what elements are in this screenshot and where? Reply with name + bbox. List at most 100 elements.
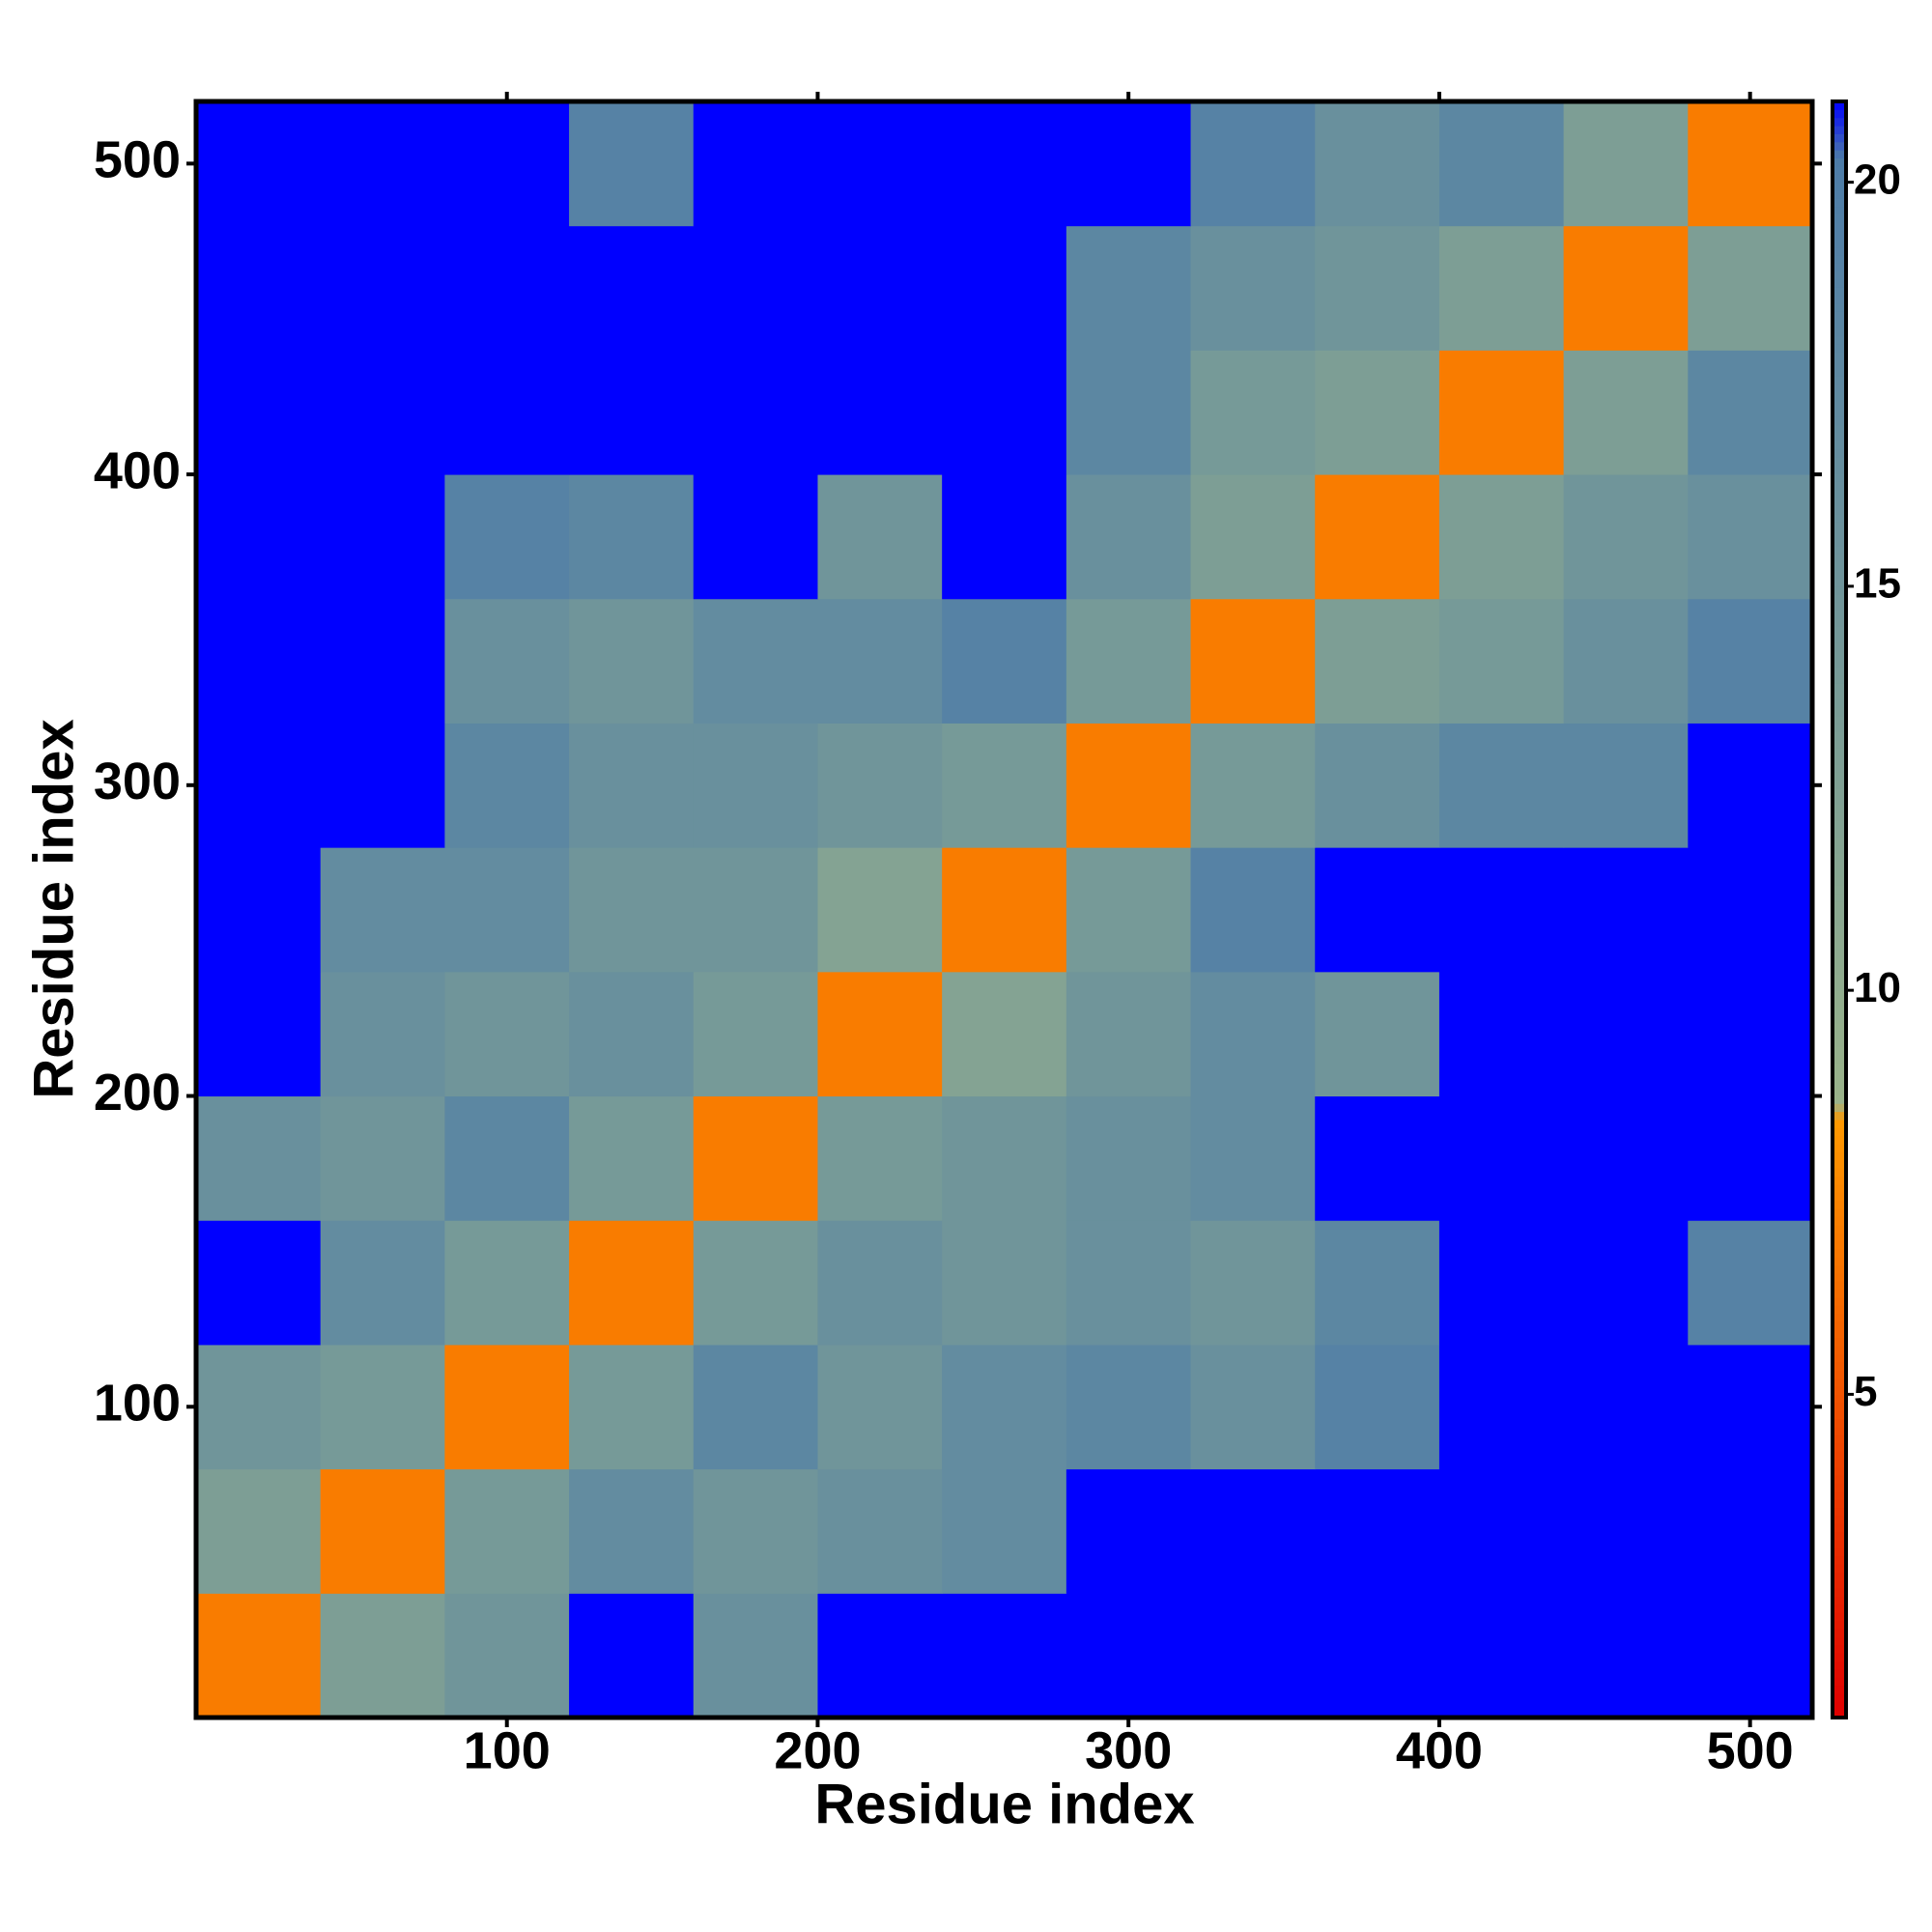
heatmap-cell [942,723,1067,848]
heatmap-cell [196,101,322,227]
colorbar-segment [1833,917,1846,926]
heatmap-cell [569,101,695,227]
colorbar-segment [1833,1038,1846,1048]
colorbar-segment [1833,933,1846,943]
colorbar-segment [1833,1248,1846,1258]
colorbar-segment [1833,1313,1846,1322]
colorbar-segment [1833,1677,1846,1687]
colorbar-segment [1833,489,1846,498]
heatmap-cell [693,847,818,973]
colorbar-segment [1833,263,1846,272]
colorbar-segment [1833,763,1846,773]
colorbar-segment [1833,1087,1846,1096]
heatmap-cell [817,1220,943,1346]
x-tick-label: 100 [464,1721,551,1779]
colorbar-segment [1833,1361,1846,1371]
heatmap-cell [693,474,818,600]
colorbar-segment [1833,270,1846,280]
y-axis-label: Residue index [22,719,85,1098]
colorbar-segment [1833,909,1846,919]
colorbar-segment [1833,1628,1846,1637]
heatmap-cell [1563,1593,1689,1719]
heatmap-cell [196,1468,322,1594]
heatmap-cell [569,350,695,475]
heatmap-cell [1065,1344,1192,1470]
heatmap-cell [1688,723,1813,848]
colorbar-segment [1833,150,1846,159]
heatmap-cell [320,474,445,600]
colorbar-segment [1833,1200,1846,1209]
heatmap-cell [569,474,695,600]
heatmap-cell [1438,971,1565,1097]
heatmap-cell [320,971,445,1097]
heatmap-cell [1563,101,1689,227]
colorbar-segment [1833,772,1846,781]
heatmap-cell [1065,1468,1192,1594]
colorbar-segment [1833,788,1846,797]
heatmap-cell [444,1220,570,1346]
colorbar-segment [1833,141,1846,151]
colorbar-segment [1833,335,1846,345]
colorbar-segment [1833,303,1846,312]
colorbar-segment [1833,1692,1846,1702]
heatmap-cell [196,598,322,724]
heatmap-cell [1190,1095,1316,1221]
heatmap-cell [1190,101,1316,227]
heatmap-cell [1438,1468,1565,1594]
y-tick-label: 400 [94,441,181,499]
colorbar-segment [1833,1685,1846,1694]
heatmap-cell [320,598,445,724]
heatmap-cell [1315,598,1440,724]
colorbar-segment [1833,659,1846,668]
colorbar-segment [1833,1022,1846,1032]
heatmap-cell [1315,101,1440,227]
heatmap-cell [1563,474,1689,600]
colorbar-segment [1833,804,1846,813]
colorbar-segment [1833,699,1846,708]
colorbar-segment [1833,448,1846,458]
heatmap-cell [1563,723,1689,848]
colorbar-segment [1833,1183,1846,1193]
heatmap-cell [817,1468,943,1594]
colorbar-segment [1833,1402,1846,1411]
heatmap-cell [942,474,1067,600]
heatmap-cell [320,1220,445,1346]
colorbar-segment [1833,796,1846,806]
colorbar-segment [1833,246,1846,256]
heatmap-cell [1065,598,1192,724]
colorbar-segment [1833,352,1846,361]
heatmap-cell [1563,350,1689,475]
colorbar-segment [1833,1151,1846,1161]
colorbar-segment [1833,901,1846,910]
heatmap-cell [196,1220,322,1346]
colorbar-segment [1833,109,1846,119]
colorbar-segment [1833,424,1846,434]
colorbar-tick-label: 20 [1854,156,1901,203]
colorbar-segment [1833,635,1846,643]
colorbar-segment [1833,1014,1846,1024]
heatmap-cell [1438,1095,1565,1221]
colorbar-segment [1833,877,1846,886]
colorbar-segment [1833,1572,1846,1581]
colorbar-segment [1833,755,1846,765]
heatmap-cell [320,1593,445,1719]
heatmap-cell [693,1095,818,1221]
heatmap-cell [1438,350,1565,475]
colorbar-segment [1833,279,1846,288]
heatmap-cell [1563,1095,1689,1221]
colorbar-segment [1833,1264,1846,1274]
heatmap-cell [1065,1220,1192,1346]
colorbar-segment [1833,1555,1846,1565]
colorbar-segment [1833,715,1846,724]
colorbar-segment [1833,642,1846,652]
colorbar-segment [1833,1709,1846,1719]
x-axis-label: Residue index [814,1773,1194,1835]
colorbar-segment [1833,1176,1846,1185]
x-tick-label: 200 [774,1721,861,1779]
heatmap-cell [320,1095,445,1221]
colorbar-segment [1833,384,1846,393]
colorbar-segment [1833,311,1846,321]
heatmap-cell [1190,1344,1316,1470]
heatmap-cell [196,1095,322,1221]
